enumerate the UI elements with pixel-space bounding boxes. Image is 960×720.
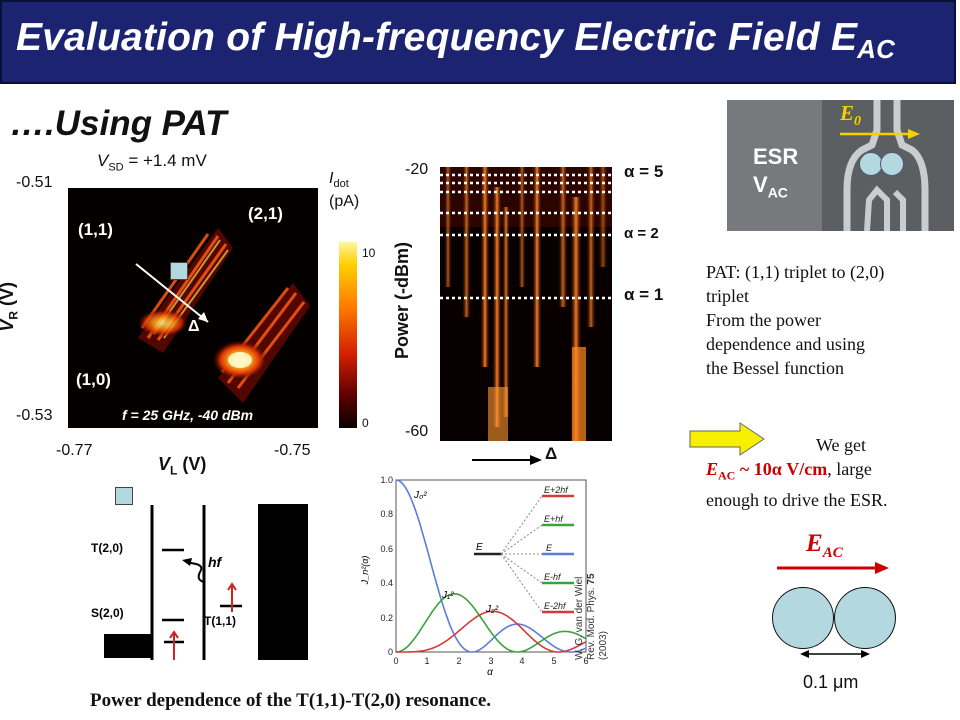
citation: W. G. van der Wiel Rev. Mod. Phys. 75 (2…: [574, 540, 610, 660]
x-tick-6: 6: [583, 656, 588, 666]
we-get: We get: [816, 435, 867, 455]
alpha-5-label: α = 5: [624, 162, 664, 181]
delta-label: Δ: [188, 318, 200, 335]
qd-dot-left: [772, 587, 834, 649]
y-tick-02: 0.2: [380, 613, 393, 623]
esr-dot-right: [880, 152, 904, 176]
legend-e-plus-hf: E+hf: [544, 514, 564, 524]
citation-year: (2003): [598, 631, 609, 660]
j1-label: J₁²: [441, 590, 454, 601]
x-tick-right: -0.75: [274, 442, 311, 459]
y-axis-label: VR (V): [0, 281, 21, 332]
eac-arrow: [777, 562, 889, 574]
j0-curve: [395, 479, 587, 653]
e0-label: E0: [840, 101, 862, 130]
vsd-label: VSD = +1.4 mV: [97, 151, 207, 174]
level-diagram-inset: E E+2hf E+hf E E-hf E-2hf: [474, 485, 574, 614]
power-tick-top: -20: [405, 161, 429, 178]
triangle-upper: [137, 228, 233, 353]
y-tick-0: 0: [388, 647, 393, 657]
x-axis-label: VL (V): [158, 454, 207, 478]
legend-e: E: [546, 543, 553, 553]
title-bar: Evaluation of High-frequency Electric Fi…: [0, 0, 956, 84]
label-11: (1,1): [78, 220, 113, 239]
center-e-label: E: [476, 542, 483, 553]
bessel-plot: 0 1 2 3 4 5 6 0 0.2 0.4 0.6 0.8 1.0 α J_…: [356, 474, 592, 678]
alpha-1-label: α = 1: [624, 285, 664, 304]
esr-label: ESR VAC: [753, 144, 799, 201]
slide-title: Evaluation of High-frequency Electric Fi…: [16, 16, 896, 64]
citation-journal: Rev. Mod. Phys. 75: [586, 573, 597, 660]
colorbar-max: 10: [362, 246, 376, 260]
pat-description: PAT: (1,1) triplet to (2,0) triplet From…: [706, 262, 885, 378]
j1-curve: [395, 593, 587, 653]
qd-dot-right: [834, 587, 896, 649]
bessel-x-label: α: [487, 667, 493, 678]
x-tick-1: 1: [424, 656, 429, 666]
x-tick-4: 4: [519, 656, 524, 666]
colorbar-min: 0: [362, 416, 369, 430]
eac-diagram-label: EAC: [806, 530, 843, 561]
legend-e-plus-2hf: E+2hf: [544, 485, 569, 495]
x-tick-left: -0.77: [56, 442, 93, 459]
x-tick-0: 0: [393, 656, 398, 666]
esr-device-image: [727, 100, 954, 231]
pat-power-map: [440, 167, 612, 441]
y-tick-06: 0.6: [380, 544, 393, 554]
x-tick-5: 5: [551, 656, 556, 666]
esr-dot-left: [859, 152, 883, 176]
charge-stability-map: [68, 188, 318, 428]
subtitle: ….Using PAT: [10, 104, 227, 143]
e0-arrow: [840, 129, 920, 139]
label-10: (1,0): [76, 370, 111, 389]
delta-arrow: [472, 455, 542, 465]
result-text: We get EAC ~ 10α V/cm, large enough to d…: [706, 433, 887, 512]
y-tick-top: -0.51: [16, 174, 53, 191]
energy-dot-marker: [115, 487, 133, 505]
label-21: (2,1): [248, 204, 283, 223]
y-tick-04: 0.4: [380, 578, 393, 588]
power-tick-bottom: -60: [405, 423, 429, 440]
middle-delta-label: Δ: [545, 444, 558, 463]
t20-label: T(2,0): [91, 541, 124, 555]
j2-curve: [396, 610, 587, 653]
resonance-lines: [444, 167, 608, 441]
legend-e-minus-hf: E-hf: [544, 572, 562, 582]
freq-label: f = 25 GHz, -40 dBm: [122, 407, 254, 423]
eac-result: EAC ~ 10α V/cm, large: [706, 459, 872, 483]
colorbar: [339, 242, 357, 428]
dot-marker: [170, 262, 188, 280]
y-tick-bottom: -0.53: [16, 407, 53, 424]
triangle-lower: [212, 283, 310, 403]
energy-level-diagram: [104, 504, 308, 660]
distance-arrow: [800, 650, 870, 658]
x-tick-3: 3: [488, 656, 493, 666]
caption: Power dependence of the T(1,1)-T(2,0) re…: [90, 690, 492, 711]
bessel-y-label: J_n²(α): [360, 556, 370, 586]
t11-label: T(1,1): [204, 614, 237, 628]
power-axis-label: Power (-dBm): [392, 242, 412, 359]
alpha-2-label: α = 2: [624, 225, 659, 242]
result-arrow: [689, 422, 765, 456]
device-micrograph: [727, 100, 954, 231]
colorbar-title: Idot (pA): [329, 170, 360, 211]
y-tick-10: 1.0: [380, 475, 393, 485]
hf-label: hf: [208, 554, 222, 570]
y-tick-08: 0.8: [380, 509, 393, 519]
j0-label: J₀²: [413, 490, 427, 501]
x-tick-2: 2: [456, 656, 461, 666]
citation-author: W. G. van der Wiel: [574, 576, 585, 660]
result-line3: enough to drive the ESR.: [706, 489, 888, 510]
s20-label: S(2,0): [91, 606, 124, 620]
j2-label: J₂²: [485, 604, 499, 615]
legend-e-minus-2hf: E-2hf: [544, 601, 567, 611]
distance-label: 0.1 μm: [803, 672, 859, 692]
alpha-markers: [440, 173, 612, 300]
